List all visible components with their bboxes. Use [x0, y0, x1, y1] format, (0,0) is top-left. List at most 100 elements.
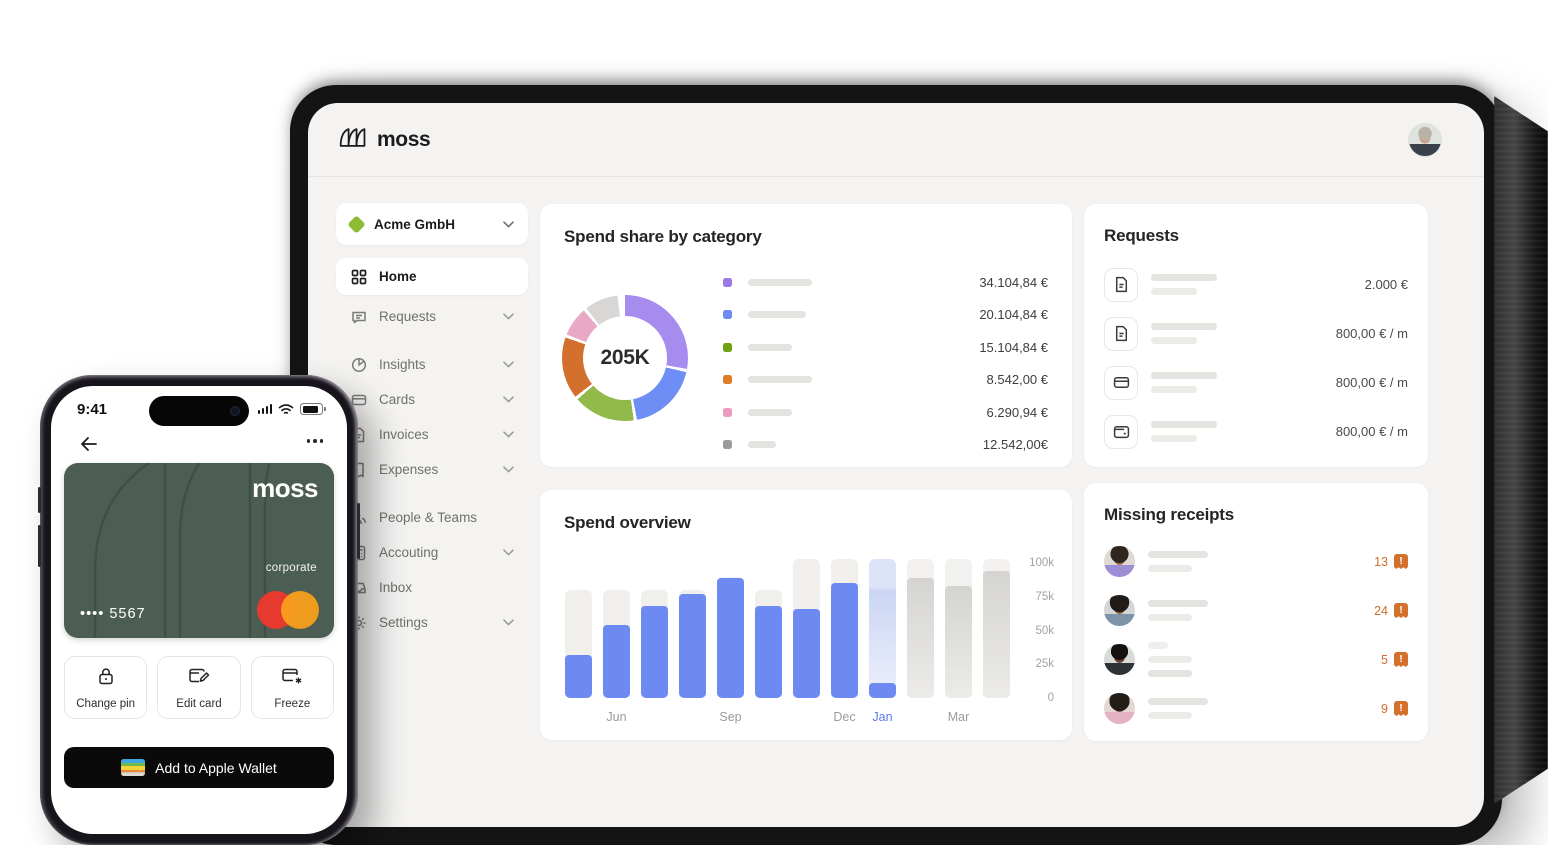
bar-plot: Jun Sep Dec Jan Mar — [565, 556, 1010, 724]
sidebar-item-label: Invoices — [379, 427, 429, 442]
status-time: 9:41 — [77, 401, 108, 418]
y-axis-tick: 50k — [1035, 624, 1054, 637]
sidebar-item-label: Expenses — [379, 462, 439, 477]
legend-row: 34.104,84 € — [723, 266, 1048, 299]
legend-dot — [723, 407, 732, 417]
edit-card-icon — [188, 666, 210, 691]
sidebar-item-requests[interactable]: Requests — [336, 299, 528, 334]
freeze-card-button[interactable]: Freeze — [250, 656, 334, 719]
bar: Mar — [945, 556, 972, 724]
camera-icon — [230, 406, 240, 416]
y-axis-tick: 25k — [1035, 658, 1054, 671]
chevron-down-icon — [503, 396, 514, 403]
bar: Jun — [603, 556, 630, 724]
sidebar-item-people-teams[interactable]: People & Teams — [336, 500, 528, 535]
skeleton-lines — [1151, 323, 1217, 344]
sidebar-item-home[interactable]: Home — [336, 258, 528, 295]
lock-icon — [96, 666, 116, 691]
sidebar-item-expenses[interactable]: Expenses — [336, 452, 528, 487]
moss-leaf-pattern — [93, 463, 334, 638]
edit-card-button[interactable]: Edit card — [157, 656, 241, 719]
grid-icon — [350, 268, 367, 285]
legend-dot — [723, 277, 732, 287]
legend-row: 8.542,00 € — [723, 364, 1048, 397]
more-options-icon[interactable] — [306, 439, 323, 443]
avatar — [1104, 693, 1135, 724]
wallet-icon — [1104, 414, 1138, 449]
missing-receipt-row: 24 ! — [1104, 586, 1408, 635]
skeleton-line — [748, 278, 812, 286]
donut-chart: 205K — [562, 295, 688, 421]
status-bar: 9:41 — [51, 394, 347, 428]
y-axis-tick: 100k — [1029, 557, 1054, 569]
change-pin-button[interactable]: Change pin — [64, 656, 148, 719]
pie-icon — [350, 356, 367, 373]
bar — [983, 556, 1010, 698]
sidebar-item-label: Inbox — [379, 580, 413, 595]
apple-wallet-icon — [121, 759, 146, 776]
alert-receipt-icon: ! — [1394, 701, 1408, 716]
card-tier-label: corporate — [265, 562, 317, 574]
sidebar-item-cards[interactable]: Cards — [336, 382, 528, 417]
skeleton-lines — [1151, 372, 1217, 393]
request-row: 800,00 € / m — [1104, 358, 1408, 407]
sidebar-item-label: Insights — [379, 357, 426, 372]
legend-dot — [723, 342, 732, 352]
sidebar-item-settings[interactable]: Settings — [336, 605, 528, 640]
legend-dot — [723, 440, 732, 450]
moss-card-brand: moss — [252, 473, 318, 503]
skeleton-lines — [1148, 600, 1208, 621]
alert-receipt-icon: ! — [1394, 603, 1408, 618]
bar-yaxis: 100k 75k 50k 25k 0 — [1018, 556, 1054, 704]
legend-amount: 15.104,84 € — [979, 339, 1048, 355]
action-label: Edit card — [176, 697, 222, 710]
profile-avatar[interactable] — [1408, 122, 1442, 157]
phone-nav-bar — [51, 430, 347, 460]
alert-receipt-icon: ! — [1394, 554, 1408, 569]
skeleton-line — [748, 311, 806, 319]
sidebar-item-insights[interactable]: Insights — [336, 347, 528, 382]
alert-receipt-icon: ! — [1394, 652, 1408, 667]
donut-legend: 34.104,84 € 20.104,84 € 15.104,84 € 8.54… — [723, 266, 1048, 461]
bar-month-label: Jan — [872, 710, 893, 724]
sidebar-item-invoices[interactable]: Invoices — [336, 417, 528, 452]
legend-row: 12.542,00€ — [723, 429, 1048, 462]
skeleton-line — [748, 376, 812, 384]
app-header: moss — [308, 103, 1484, 177]
legend-amount: 6.290,94 € — [986, 404, 1048, 420]
sidebar-item-label: Requests — [379, 309, 437, 324]
back-arrow-icon[interactable] — [77, 432, 101, 456]
receipt-count: 5 — [1381, 652, 1388, 667]
bar — [641, 556, 668, 698]
moss-card-screen: 9:41 — [51, 386, 347, 834]
legend-amount: 8.542,00 € — [986, 372, 1048, 388]
sidebar: Acme GmbH Home — [336, 203, 528, 640]
sidebar-item-label: People & Teams — [379, 510, 478, 525]
workspace-switcher[interactable]: Acme GmbH — [336, 203, 528, 245]
volume-up-button — [38, 487, 41, 513]
legend-amount: 34.104,84 € — [979, 274, 1048, 290]
sidebar-item-label: Settings — [379, 615, 428, 630]
bar — [907, 556, 934, 698]
spend-overview-card: Spend overview Jun Sep Dec Jan Mar 100k 75k 50… — [540, 490, 1072, 740]
missing-receipts-card: Missing receipts 13 ! 24 ! — [1084, 483, 1428, 741]
add-to-apple-wallet-button[interactable]: Add to Apple Wallet — [64, 747, 334, 788]
legend-dot — [723, 375, 732, 385]
battery-icon — [300, 403, 326, 415]
chevron-down-icon — [503, 431, 514, 438]
workspace-name: Acme GmbH — [374, 216, 456, 232]
wallet-button-label: Add to Apple Wallet — [155, 759, 277, 776]
chevron-down-icon — [503, 361, 514, 368]
request-row: 800,00 € / m — [1104, 309, 1408, 358]
chat-icon — [350, 308, 367, 325]
receipt-count: 24 — [1374, 603, 1388, 618]
legend-amount: 20.104,84 € — [979, 307, 1048, 323]
sidebar-item-label: Cards — [379, 392, 416, 407]
card-title: Missing receipts — [1104, 505, 1235, 524]
card-actions: Change pin Edit card Fre — [64, 656, 334, 719]
action-label: Change pin — [76, 697, 136, 710]
dynamic-island — [149, 396, 249, 426]
sidebar-item-inbox[interactable]: Inbox — [336, 570, 528, 605]
sidebar-item-accouting[interactable]: Accouting — [336, 535, 528, 570]
chevron-down-icon — [503, 549, 514, 556]
